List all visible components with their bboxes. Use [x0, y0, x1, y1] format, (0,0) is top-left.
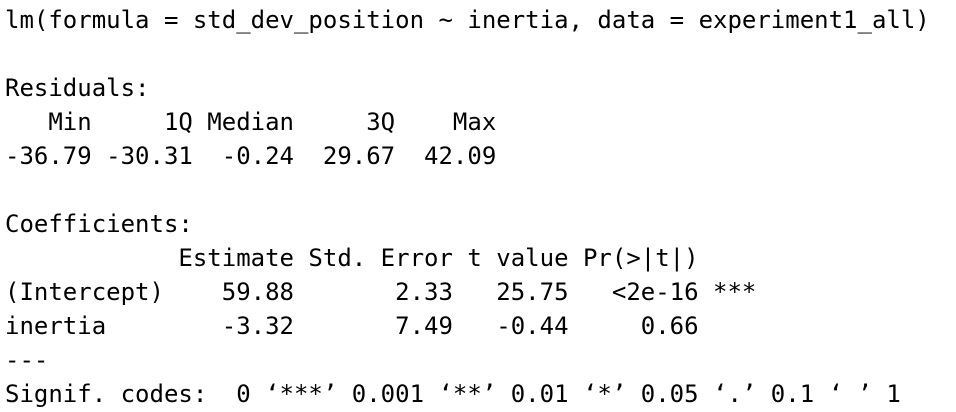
residuals-header-row: Min 1Q Median 3Q Max	[5, 108, 511, 136]
coefficients-heading: Coefficients:	[5, 210, 193, 238]
blank-line	[5, 173, 956, 207]
coefficient-row-intercept: (Intercept) 59.88 2.33 25.75 <2e-16 ***	[5, 278, 757, 306]
lm-call-line: lm(formula = std_dev_position ~ inertia,…	[5, 6, 930, 34]
separator-line: ---	[5, 346, 49, 374]
signif-codes-line: Signif. codes: 0 ‘***’ 0.001 ‘**’ 0.01 ‘…	[5, 380, 901, 408]
residuals-values-row: -36.79 -30.31 -0.24 29.67 42.09	[5, 142, 511, 170]
coefficients-header-row: Estimate Std. Error t value Pr(>|t|)	[5, 244, 757, 272]
residuals-heading: Residuals:	[5, 74, 150, 102]
coefficient-row-inertia: inertia -3.32 7.49 -0.44 0.66	[5, 312, 757, 340]
blank-line	[5, 37, 956, 71]
